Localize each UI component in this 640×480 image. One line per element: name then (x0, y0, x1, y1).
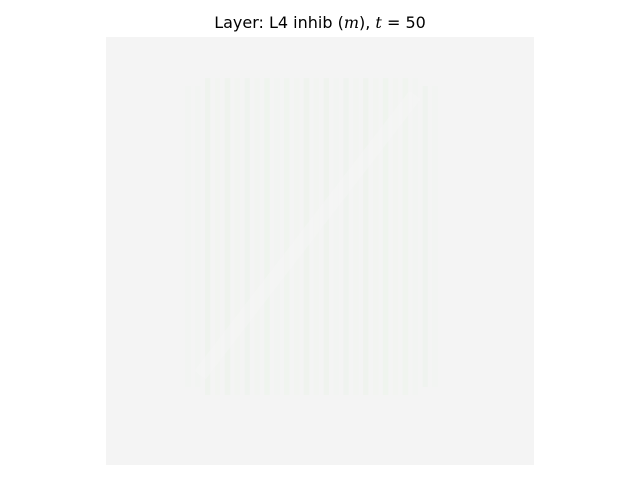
heatmap-column (382, 78, 389, 395)
heatmap-column (402, 78, 409, 395)
heatmap-column (234, 78, 240, 395)
heatmap-column (373, 78, 379, 395)
heatmap-column (412, 78, 418, 395)
heatmap-column (224, 78, 231, 395)
title-var-m: m (343, 13, 359, 32)
heatmap-column (264, 78, 270, 395)
heatmap-column (244, 78, 250, 395)
heatmap-column (343, 78, 349, 395)
heatmap-column (313, 78, 320, 395)
title-mid: ), (359, 13, 376, 32)
heatmap-background (106, 37, 534, 465)
heatmap-column (323, 78, 329, 395)
heatmap-diagonal (194, 90, 421, 380)
heatmap-column (392, 78, 399, 395)
heatmap-column (333, 78, 339, 395)
heatmap-column (432, 86, 438, 387)
heatmap-column (353, 78, 359, 395)
title-suffix: = 50 (381, 13, 426, 32)
title-var-t: t (375, 13, 382, 32)
title-prefix: Layer: L4 inhib ( (214, 13, 344, 32)
heatmap-column (185, 86, 191, 387)
heatmap-column (254, 78, 260, 395)
heatmap-column (363, 78, 369, 395)
heatmap-column (195, 86, 201, 387)
heatmap-column (284, 78, 290, 395)
heatmap-column (205, 78, 211, 395)
heatmap-column (214, 78, 221, 395)
heatmap-column (294, 78, 300, 395)
heatmap-column (422, 86, 428, 387)
heatmap-column (274, 78, 280, 395)
chart-title: Layer: L4 inhib (m), t = 50 (0, 13, 640, 32)
